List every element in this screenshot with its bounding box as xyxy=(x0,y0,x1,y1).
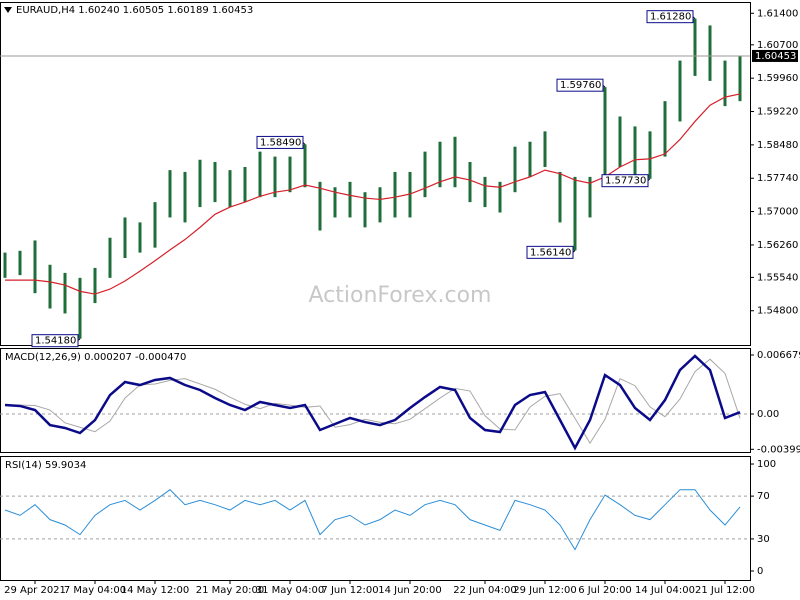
macd-panel xyxy=(0,348,751,453)
x-tick-label: 29 Jun 12:00 xyxy=(513,585,577,596)
y-tick-label: 1.61400 xyxy=(757,8,798,19)
y-tick-label: 100 xyxy=(757,459,776,470)
last-price-box xyxy=(752,49,798,62)
x-tick-label: 29 Apr 2021 xyxy=(4,585,66,596)
y-tick-label: 1.57740 xyxy=(757,173,798,184)
annotation-box xyxy=(31,334,79,348)
rsi-line xyxy=(4,489,741,551)
macd-line xyxy=(4,354,741,451)
annotation-label: 1.57730 xyxy=(605,176,646,187)
y-tick-label: 0.006679 xyxy=(757,350,800,361)
last-price-label: 1.60453 xyxy=(755,51,796,62)
watermark: ActionForex.com xyxy=(309,283,492,308)
x-tick-label: 7 Jun 12:00 xyxy=(321,585,378,596)
y-tick-label: 0.00 xyxy=(757,409,779,420)
panel-icon xyxy=(4,7,12,13)
x-tick-label: 21 May 20:00 xyxy=(196,585,265,596)
y-tick-label: 1.54800 xyxy=(757,306,798,317)
x-tick-label: 21 Jul 12:00 xyxy=(695,585,755,596)
y-tick-label: 30 xyxy=(757,534,770,545)
y-tick-label: -0.003994 xyxy=(757,444,800,455)
annotation-label: 1.56140 xyxy=(530,247,571,258)
x-tick-label: 14 Jul 04:00 xyxy=(635,585,695,596)
x-tick-label: 14 Jun 20:00 xyxy=(378,585,442,596)
x-tick-label: 22 Jun 04:00 xyxy=(453,585,517,596)
y-tick-label: 1.55540 xyxy=(757,272,798,283)
x-tick-label: 14 May 12:00 xyxy=(121,585,190,596)
rsi-panel xyxy=(0,456,751,581)
y-tick-label: 70 xyxy=(757,491,770,502)
y-tick-label: 1.59960 xyxy=(757,73,798,84)
annotation-box xyxy=(646,10,694,24)
y-tick-label: 1.56260 xyxy=(757,240,798,251)
x-tick-label: 31 May 04:00 xyxy=(256,585,325,596)
rsi-header: RSI(14) 59.9034 xyxy=(5,460,86,471)
annotation-box xyxy=(556,78,604,92)
macd-header: MACD(12,26,9) 0.000207 -0.000470 xyxy=(5,352,186,363)
price-panel xyxy=(0,2,751,346)
annotation-box xyxy=(526,245,574,259)
y-tick-label: 0 xyxy=(757,566,763,577)
annotation-box xyxy=(256,135,304,149)
annotation-label: 1.54180 xyxy=(35,336,76,347)
x-tick-label: 7 May 04:00 xyxy=(64,585,126,596)
annotation-label: 1.61280 xyxy=(650,12,691,23)
macd-signal xyxy=(4,358,741,445)
annotation-box xyxy=(601,174,649,188)
chart-header: EURAUD,H4 1.60240 1.60505 1.60189 1.6045… xyxy=(16,5,253,16)
annotation-label: 1.59760 xyxy=(560,80,601,91)
y-tick-label: 1.60700 xyxy=(757,40,798,51)
x-tick-label: 6 Jul 20:00 xyxy=(578,585,632,596)
y-tick-label: 1.57000 xyxy=(757,207,798,218)
y-tick-label: 1.58480 xyxy=(757,140,798,151)
y-tick-label: 1.59220 xyxy=(757,107,798,118)
annotation-label: 1.58490 xyxy=(260,137,301,148)
moving-average xyxy=(5,93,741,295)
